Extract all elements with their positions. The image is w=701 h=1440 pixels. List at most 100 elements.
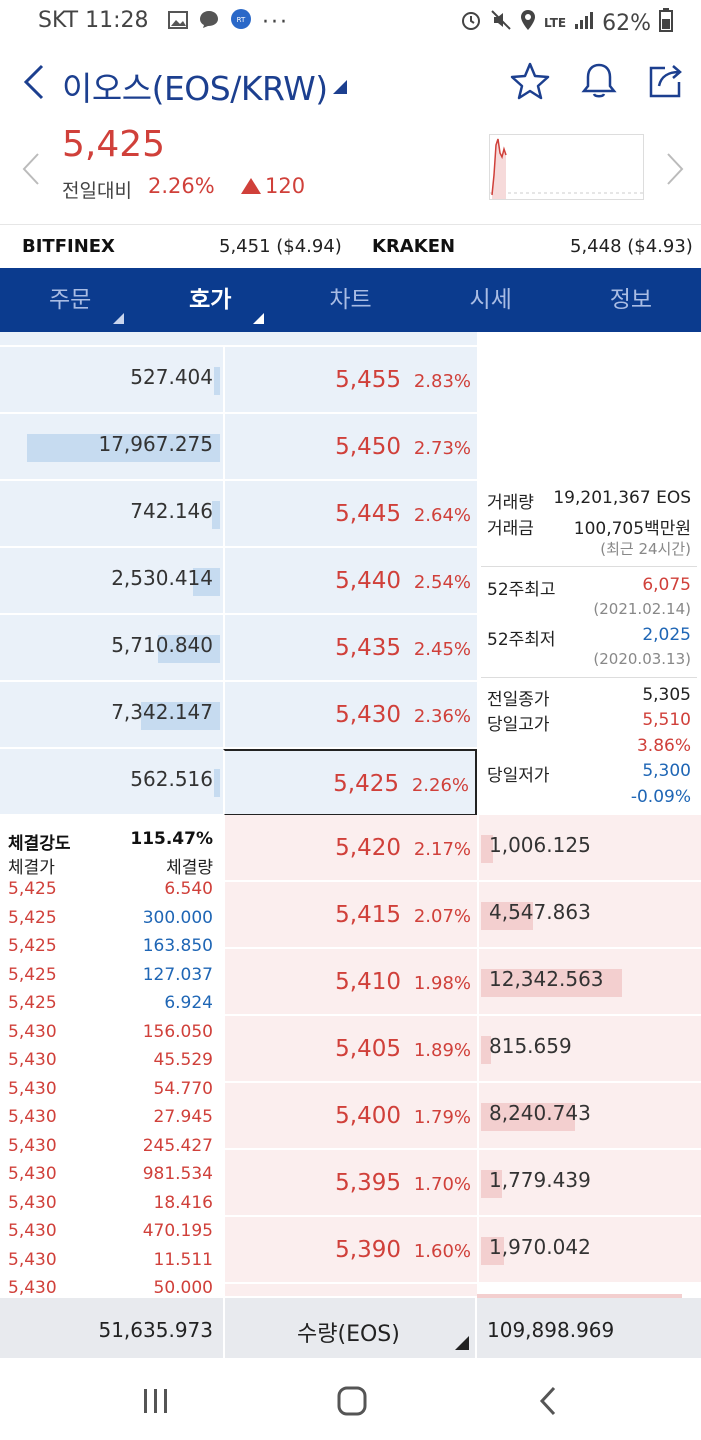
bid-price: 5,420 bbox=[335, 835, 401, 861]
trade-qty: 45.529 bbox=[153, 1050, 213, 1070]
bid-qty-cell[interactable]: 1,970.042 bbox=[477, 1217, 701, 1284]
trade-qty-header: 체결량 bbox=[166, 858, 213, 878]
prev-coin-icon[interactable] bbox=[20, 152, 42, 186]
network-label: LTE bbox=[544, 16, 567, 30]
ask-percent: 2.45% bbox=[413, 639, 471, 660]
dropdown-caret-icon[interactable] bbox=[333, 80, 347, 94]
bid-volume-bar bbox=[481, 969, 622, 997]
bid-price-cell[interactable]: 5,405 1.89% bbox=[223, 1016, 477, 1083]
trade-row: 5,430 50.000 bbox=[0, 1278, 223, 1306]
alarm-bell-icon[interactable] bbox=[578, 60, 620, 102]
ask-qty-cell[interactable]: 7,342.147 bbox=[0, 682, 223, 749]
sparkline-chart[interactable] bbox=[489, 134, 644, 200]
bid-price-cell[interactable]: 5,420 2.17% bbox=[223, 815, 477, 882]
app-icon: RT bbox=[230, 8, 252, 36]
bid-qty: 1,006.125 bbox=[489, 833, 591, 857]
bid-price-cell[interactable]: 5,400 1.79% bbox=[223, 1083, 477, 1150]
current-price: 5,425 bbox=[62, 124, 166, 165]
day-high-value: 5,510 bbox=[642, 710, 691, 730]
bid-percent: 1.79% bbox=[413, 1107, 471, 1128]
high52-date: (2021.02.14) bbox=[593, 600, 691, 618]
trade-row: 5,430 981.534 bbox=[0, 1164, 223, 1192]
trade-qty: 981.534 bbox=[142, 1164, 213, 1184]
ask-price-cell[interactable]: 5,455 2.83% bbox=[223, 347, 477, 414]
system-nav-bar bbox=[0, 1358, 701, 1440]
ask-percent: 2.54% bbox=[413, 572, 471, 593]
ask-price: 5,445 bbox=[335, 501, 401, 527]
low52-date: (2020.03.13) bbox=[593, 650, 691, 668]
day-low-value: 5,300 bbox=[642, 761, 691, 781]
back-button[interactable] bbox=[18, 62, 54, 102]
totals-bar: 51,635.973 수량(EOS) 109,898.969 bbox=[0, 1298, 701, 1358]
trade-row: 5,430 54.770 bbox=[0, 1079, 223, 1107]
bid-qty-cell[interactable]: 12,342.563 bbox=[477, 949, 701, 1016]
amount-label: 거래금 bbox=[487, 519, 534, 539]
trade-row: 5,430 245.427 bbox=[0, 1136, 223, 1164]
exchange-name: BITFINEX bbox=[22, 236, 115, 257]
bid-volume-bar bbox=[481, 1170, 502, 1198]
bid-price-cell[interactable]: 5,395 1.70% bbox=[223, 1150, 477, 1217]
trade-qty: 54.770 bbox=[153, 1078, 213, 1099]
ask-qty-cell[interactable]: 742.146 bbox=[0, 481, 223, 548]
share-icon[interactable] bbox=[645, 60, 687, 102]
trade-qty: 18.416 bbox=[153, 1192, 213, 1213]
ask-price-cell[interactable]: 5,440 2.54% bbox=[223, 548, 477, 615]
current-price-cell[interactable]: 5,425 2.26% bbox=[223, 749, 477, 816]
trade-price: 5,425 bbox=[8, 936, 57, 956]
bid-price-cell[interactable]: 5,410 1.98% bbox=[223, 949, 477, 1016]
status-bar: SKT 11:28 RT ··· LTE 62% bbox=[0, 0, 701, 44]
bid-qty-cell[interactable]: 1,006.125 bbox=[477, 815, 701, 882]
back-nav-icon[interactable] bbox=[538, 1386, 558, 1416]
tab-quotes[interactable]: 시세 bbox=[469, 287, 512, 313]
low52-value: 2,025 bbox=[642, 625, 691, 645]
ask-price-cell[interactable]: 5,445 2.64% bbox=[223, 481, 477, 548]
page-title[interactable]: 이오스(EOS/KRW) bbox=[62, 69, 328, 108]
bid-price: 5,390 bbox=[335, 1237, 401, 1263]
ask-qty-cell[interactable]: 17,967.275 bbox=[0, 414, 223, 481]
high52-label: 52주최고 bbox=[487, 580, 556, 600]
trade-qty: 245.427 bbox=[142, 1135, 213, 1156]
favorite-star-icon[interactable] bbox=[509, 60, 551, 102]
volume-value: 19,201,367 EOS bbox=[553, 488, 691, 508]
ask-price-cell[interactable]: 5,435 2.45% bbox=[223, 615, 477, 682]
trade-price: 5,430 bbox=[8, 1249, 57, 1270]
trade-price: 5,425 bbox=[8, 907, 57, 928]
tab-chart[interactable]: 차트 bbox=[329, 287, 372, 313]
home-icon[interactable] bbox=[337, 1386, 367, 1416]
bid-qty-cell[interactable]: 815.659 bbox=[477, 1016, 701, 1083]
trade-price: 5,430 bbox=[8, 1050, 57, 1070]
bid-price-cell[interactable]: 5,390 1.60% bbox=[223, 1217, 477, 1284]
trade-price: 5,425 bbox=[8, 879, 57, 899]
recent-apps-icon[interactable] bbox=[142, 1388, 170, 1414]
trade-price: 5,425 bbox=[8, 993, 57, 1013]
battery-percent: 62% bbox=[602, 10, 651, 36]
tab-order[interactable]: 주문 bbox=[0, 268, 140, 332]
trade-row: 5,430 156.050 bbox=[0, 1022, 223, 1050]
unit-selector[interactable]: 수량(EOS) bbox=[223, 1298, 477, 1358]
bid-qty-cell[interactable]: 4,547.863 bbox=[477, 882, 701, 949]
exchange-prices: BITFINEX 5,451 ($4.94) KRAKEN 5,448 ($4.… bbox=[0, 224, 701, 268]
bid-price: 5,405 bbox=[335, 1036, 401, 1062]
ask-price-cell[interactable]: 5,430 2.36% bbox=[223, 682, 477, 749]
chat-icon bbox=[198, 9, 220, 35]
bid-qty-cell[interactable]: 8,240.743 bbox=[477, 1083, 701, 1150]
trade-price: 5,430 bbox=[8, 1078, 57, 1099]
bid-qty-cell[interactable]: 1,779.439 bbox=[477, 1150, 701, 1217]
ask-qty-cell[interactable]: 562.516 bbox=[0, 749, 223, 816]
next-coin-icon[interactable] bbox=[664, 152, 686, 186]
trade-qty: 163.850 bbox=[142, 936, 213, 956]
trade-price: 5,430 bbox=[8, 1221, 57, 1241]
tab-info[interactable]: 정보 bbox=[609, 287, 653, 313]
ask-qty-cell[interactable]: 527.404 bbox=[0, 347, 223, 414]
trade-row: 5,430 11.511 bbox=[0, 1250, 223, 1278]
svg-text:RT: RT bbox=[237, 16, 246, 24]
ask-qty-cell[interactable]: 5,710.840 bbox=[0, 615, 223, 682]
gallery-icon bbox=[168, 10, 188, 35]
ask-qty-cell[interactable]: 2,530.414 bbox=[0, 548, 223, 615]
ask-price-cell[interactable]: 5,450 2.73% bbox=[223, 414, 477, 481]
amount-value: 100,705백만원 bbox=[573, 519, 691, 539]
bid-volume-bar bbox=[481, 835, 493, 863]
tab-orderbook[interactable]: 호가 bbox=[140, 268, 280, 332]
bid-price-cell[interactable]: 5,415 2.07% bbox=[223, 882, 477, 949]
bid-percent: 1.98% bbox=[413, 973, 471, 994]
